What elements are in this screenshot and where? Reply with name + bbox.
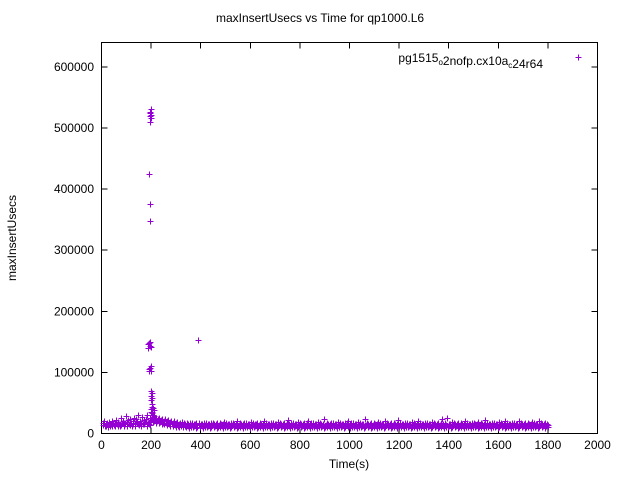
legend-marker-plus <box>575 54 582 61</box>
y-axis-tick-labels: 0 100000 200000 300000 400000 500000 600000 <box>54 60 94 441</box>
x-axis-label: Time(s) <box>329 457 369 471</box>
x-axis-tick-labels: 0 200 400 600 800 1000 1200 1400 1600 1800 2000 <box>98 438 611 452</box>
x-tick-label: 200 <box>141 438 161 452</box>
chart-title: maxInsertUsecs vs Time for qp1000.L6 <box>216 11 424 25</box>
legend-entry-label: pg1515o2nofp.cx10ac24r64 <box>398 51 543 71</box>
x-tick-label: 1600 <box>485 438 512 452</box>
x-tick-label: 600 <box>240 438 260 452</box>
scatter-points <box>100 106 552 432</box>
x-tick-label: 1400 <box>435 438 462 452</box>
plot-frame <box>101 42 598 434</box>
y-tick-label: 100000 <box>54 365 94 379</box>
y-tick-label: 200000 <box>54 304 94 318</box>
x-tick-label: 1800 <box>535 438 562 452</box>
x-tick-label: 2000 <box>584 438 611 452</box>
x-tick-label: 800 <box>290 438 310 452</box>
y-tick-label: 400000 <box>54 182 94 196</box>
series-pg1515_o2nofp.cx10a_c24r64 <box>100 106 552 432</box>
x-tick-label: 400 <box>191 438 211 452</box>
y-axis-label: maxInsertUsecs <box>5 195 19 281</box>
legend: pg1515o2nofp.cx10ac24r64 <box>398 51 582 71</box>
y-tick-label: 300000 <box>54 243 94 257</box>
x-tick-label: 0 <box>98 438 105 452</box>
y-tick-label: 600000 <box>54 60 94 74</box>
y-tick-label: 500000 <box>54 121 94 135</box>
x-tick-label: 1000 <box>336 438 363 452</box>
y-tick-label: 0 <box>87 427 94 441</box>
x-tick-label: 1200 <box>386 438 413 452</box>
